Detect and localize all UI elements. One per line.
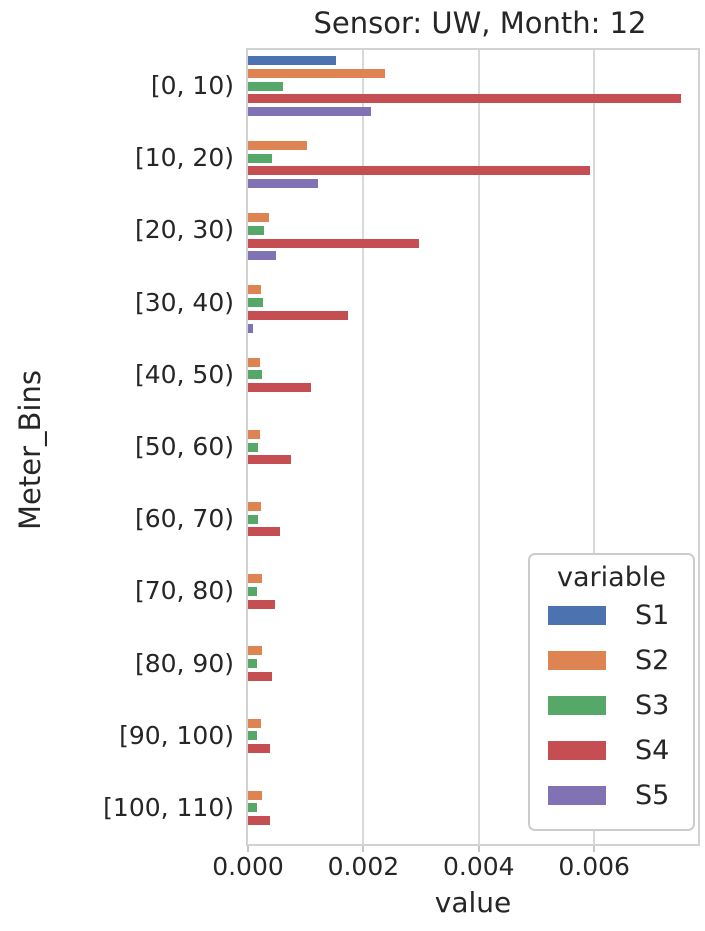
x-tick-mark xyxy=(477,846,480,852)
x-axis-label: value xyxy=(434,886,512,919)
x-tick-label: 0.006 xyxy=(558,852,630,881)
bar-S2-[100, 110) xyxy=(248,790,263,800)
x-tick-mark xyxy=(362,846,365,852)
bar-S4-[10, 20) xyxy=(248,166,590,176)
bar-S5-[20, 30) xyxy=(248,251,276,261)
bar-S3-[90, 100) xyxy=(248,731,258,741)
y-axis-label: Meter_Bins xyxy=(13,370,47,530)
bar-S2-[20, 30) xyxy=(248,213,269,223)
y-tick-label: [40, 50) xyxy=(134,359,234,389)
bar-S4-[30, 40) xyxy=(248,310,349,320)
bar-S4-[80, 90) xyxy=(248,671,273,681)
x-tick-mark xyxy=(247,846,249,852)
bar-S5-[10, 20) xyxy=(248,179,318,189)
legend-entry-S3: S3 xyxy=(530,683,693,728)
legend-title: variable xyxy=(557,562,666,593)
x-tick-mark xyxy=(593,846,596,852)
bar-S3-[100, 110) xyxy=(248,803,257,813)
y-tick-label: [0, 10) xyxy=(150,71,234,101)
y-tick-label: [70, 80) xyxy=(134,576,234,606)
bar-S3-[60, 70) xyxy=(248,514,258,524)
bar-S2-[80, 90) xyxy=(248,646,262,656)
bar-S4-[90, 100) xyxy=(248,743,270,753)
bar-S3-[10, 20) xyxy=(248,153,272,163)
bar-S3-[0, 10) xyxy=(248,81,283,91)
bar-S4-[40, 50) xyxy=(248,383,312,393)
y-tick-label: [90, 100) xyxy=(119,720,234,750)
legend-swatch-icon xyxy=(548,741,606,760)
bar-S2-[10, 20) xyxy=(248,141,308,151)
bar-S3-[70, 80) xyxy=(248,586,258,596)
bar-S4-[70, 80) xyxy=(248,599,276,609)
y-tick-label: [60, 70) xyxy=(134,504,234,534)
legend-entries: S1 S2 S3 S4 S5 xyxy=(530,593,693,818)
legend-label: S1 xyxy=(635,600,670,631)
x-tick-label: 0.004 xyxy=(442,852,515,881)
legend-label: S4 xyxy=(635,735,670,766)
bar-S3-[80, 90) xyxy=(248,659,257,669)
bar-S3-[30, 40) xyxy=(248,298,263,308)
legend-label: S3 xyxy=(635,690,670,721)
y-tick-label: [80, 90) xyxy=(134,648,234,678)
legend: variable S1 S2 S3 S4 S5 xyxy=(528,553,695,831)
legend-entry-S5: S5 xyxy=(530,773,693,818)
chart-title: Sensor: UW, Month: 12 xyxy=(313,6,647,40)
y-tick-label: [100, 110) xyxy=(103,792,234,822)
legend-swatch-icon xyxy=(548,606,606,625)
bar-S5-[30, 40) xyxy=(248,323,253,333)
legend-swatch-icon xyxy=(548,696,606,715)
bar-S4-[0, 10) xyxy=(248,94,681,104)
plot-area xyxy=(246,48,700,846)
x-tick-label: 0.000 xyxy=(212,852,284,881)
legend-swatch-icon xyxy=(548,651,606,670)
bar-S3-[50, 60) xyxy=(248,442,259,452)
legend-entry-S1: S1 xyxy=(530,593,693,638)
bar-S3-[40, 50) xyxy=(248,370,262,380)
y-tick-label: [30, 40) xyxy=(134,287,234,317)
y-tick-label: [20, 30) xyxy=(134,215,234,245)
bar-S5-[0, 10) xyxy=(248,106,372,116)
x-tick-label: 0.002 xyxy=(327,852,400,881)
gridline xyxy=(477,50,480,844)
bar-S4-[100, 110) xyxy=(248,816,270,826)
gridline xyxy=(593,50,596,844)
legend-entry-S2: S2 xyxy=(530,638,693,683)
y-tick-label: [10, 20) xyxy=(134,143,234,173)
bar-S2-[40, 50) xyxy=(248,357,261,367)
bar-S2-[30, 40) xyxy=(248,285,262,295)
legend-swatch-icon xyxy=(548,786,606,805)
gridline xyxy=(362,50,365,844)
bar-S2-[50, 60) xyxy=(248,429,261,439)
bar-S2-[0, 10) xyxy=(248,68,386,78)
bar-S2-[90, 100) xyxy=(248,718,262,728)
legend-label: S5 xyxy=(635,780,670,811)
bar-S2-[60, 70) xyxy=(248,501,261,511)
legend-entry-S4: S4 xyxy=(530,728,693,773)
bar-S1-[0, 10) xyxy=(248,56,336,66)
legend-label: S2 xyxy=(635,645,670,676)
bar-S2-[70, 80) xyxy=(248,574,262,584)
bar-S4-[60, 70) xyxy=(248,527,281,537)
bar-S4-[50, 60) xyxy=(248,455,291,465)
bar-S4-[20, 30) xyxy=(248,238,419,248)
y-tick-label: [50, 60) xyxy=(134,432,234,461)
bar-S3-[20, 30) xyxy=(248,225,265,235)
